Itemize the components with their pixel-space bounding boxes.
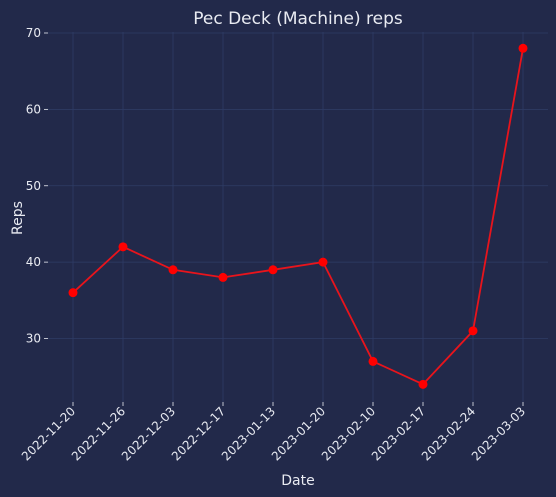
x-tick-label: 2023-03-03 bbox=[469, 404, 528, 463]
y-tick-label: 40 bbox=[26, 255, 41, 269]
data-point bbox=[468, 326, 478, 336]
y-tick-label: 60 bbox=[26, 102, 41, 116]
y-tick-label: 70 bbox=[26, 26, 41, 40]
data-point bbox=[368, 356, 378, 366]
data-points bbox=[68, 43, 528, 389]
data-point bbox=[218, 272, 228, 282]
y-tick-label: 30 bbox=[26, 332, 41, 346]
data-point bbox=[418, 379, 428, 389]
x-axis-label: Date bbox=[281, 473, 314, 489]
x-axis: 2022-11-202022-11-262022-12-032022-12-17… bbox=[19, 402, 528, 463]
series-line bbox=[72, 48, 524, 386]
chart-title: Pec Deck (Machine) reps bbox=[193, 9, 403, 29]
y-axis: 30 40 50 60 70 bbox=[26, 26, 48, 346]
data-point bbox=[318, 257, 328, 267]
data-point bbox=[268, 265, 278, 275]
y-axis-label: Reps bbox=[10, 201, 26, 235]
data-point bbox=[118, 242, 128, 252]
y-tick-label: 50 bbox=[26, 179, 41, 193]
data-point bbox=[68, 288, 78, 298]
grid bbox=[48, 32, 548, 402]
data-point bbox=[168, 265, 178, 275]
data-point bbox=[518, 43, 528, 53]
